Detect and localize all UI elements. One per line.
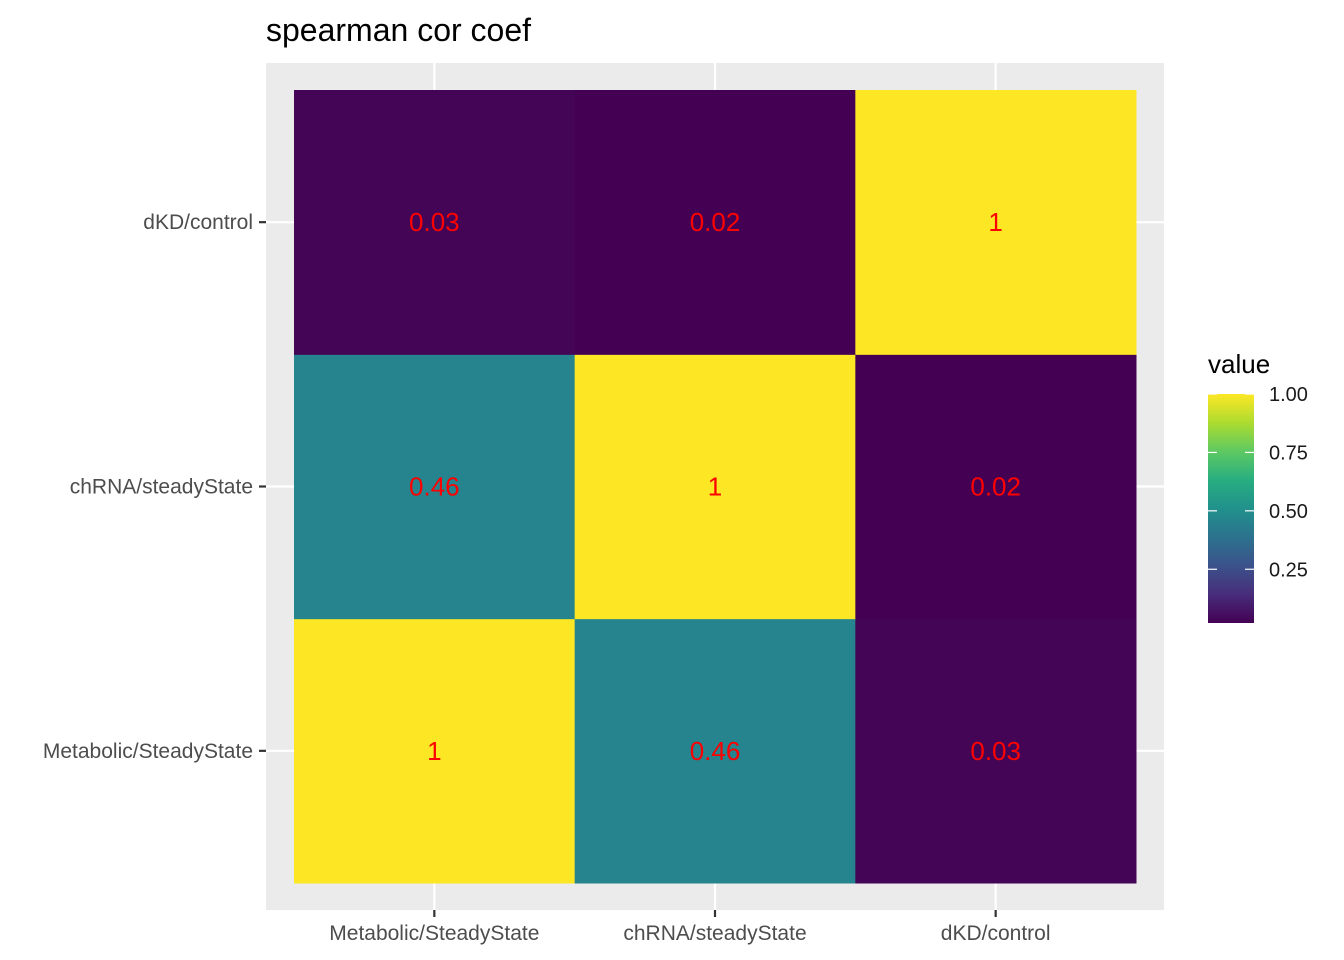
legend-tick-label: 0.75 [1269, 442, 1308, 464]
y-tick-label: chRNA/steadyState [70, 476, 253, 499]
cell-value-label: 0.02 [690, 207, 741, 237]
cell-value-label: 1 [708, 472, 722, 502]
x-tick-label: dKD/control [941, 922, 1051, 945]
legend-tick-label: 1.00 [1269, 384, 1308, 406]
heatmap-cell [574, 618, 856, 884]
cell-value-label: 0.03 [970, 736, 1021, 766]
cell-value-label: 0.46 [409, 472, 460, 502]
cell-value-label: 1 [988, 207, 1002, 237]
heatmap-cell [855, 354, 1137, 620]
x-tick-label: chRNA/steadyState [623, 922, 806, 945]
axes: Metabolic/SteadyState chRNA/steadyState dK… [43, 211, 1051, 945]
legend-tick-label: 0.50 [1269, 501, 1308, 523]
cell-value-label: 1 [427, 736, 441, 766]
heatmap-cell [574, 90, 856, 355]
heatmap-cell [294, 354, 576, 620]
legend-title: value [1208, 349, 1270, 379]
heatmap-cell [574, 354, 856, 620]
color-legend: value 0.25 0.50 0.75 1.00 [1208, 349, 1308, 623]
heatmap-cells [294, 90, 1137, 884]
heatmap-cell [855, 90, 1137, 355]
y-tick-label: dKD/control [143, 211, 253, 234]
heatmap-cell [855, 618, 1137, 884]
x-tick-label: Metabolic/SteadyState [329, 922, 539, 945]
chart-title: spearman cor coef [266, 12, 531, 48]
cell-value-label: 0.46 [690, 736, 741, 766]
y-tick-label: Metabolic/SteadyState [43, 740, 253, 763]
cell-value-label: 0.02 [970, 472, 1021, 502]
cell-value-label: 0.03 [409, 207, 460, 237]
legend-tick-label: 0.25 [1269, 559, 1308, 581]
legend-colorbar [1208, 394, 1254, 623]
heatmap-cell [294, 618, 576, 884]
cell-labels: 1 0.46 0.03 0.46 1 0.02 0.03 0.02 1 [409, 207, 1021, 766]
heatmap-cell [294, 90, 576, 355]
